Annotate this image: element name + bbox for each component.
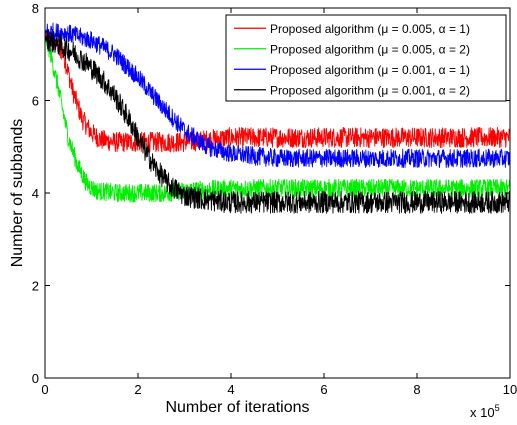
y-tick-label: 8 <box>32 1 39 16</box>
series-line-1 <box>45 28 510 153</box>
y-tick-label: 4 <box>32 186 39 201</box>
x-axis-multiplier-exponent: 5 <box>495 403 500 413</box>
series-line-4 <box>45 29 510 214</box>
ticks-layer: 0 2 4 6 8 10 0 2 4 6 8 <box>32 1 517 397</box>
legend-entry-1: Proposed algorithm (μ = 0.005, α = 1) <box>270 22 470 36</box>
x-axis-multiplier-base: x 10 <box>470 405 495 420</box>
y-axis-label: Number of subbands <box>9 119 26 268</box>
x-tick-label: 10 <box>503 382 517 397</box>
legend-entry-3: Proposed algorithm (μ = 0.001, α = 1) <box>270 63 470 77</box>
x-tick-label: 8 <box>413 382 420 397</box>
series-layer <box>45 22 510 214</box>
x-axis-multiplier: x 105 <box>470 403 500 420</box>
x-tick-label: 0 <box>41 382 48 397</box>
legend-entry-4: Proposed algorithm (μ = 0.001, α = 2) <box>270 83 470 97</box>
legend: Proposed algorithm (μ = 0.005, α = 1) Pro… <box>225 14 507 102</box>
x-tick-label: 2 <box>134 382 141 397</box>
legend-entry-2: Proposed algorithm (μ = 0.005, α = 2) <box>270 42 470 56</box>
x-tick-label: 4 <box>227 382 234 397</box>
y-tick-label: 2 <box>32 279 39 294</box>
y-tick-label: 6 <box>32 94 39 109</box>
series-line-3 <box>45 22 510 168</box>
y-tick-label: 0 <box>32 371 39 386</box>
x-tick-label: 6 <box>320 382 327 397</box>
series-line-2 <box>45 36 510 203</box>
x-axis-label: Number of iterations <box>165 399 309 416</box>
legend-box <box>225 14 507 102</box>
